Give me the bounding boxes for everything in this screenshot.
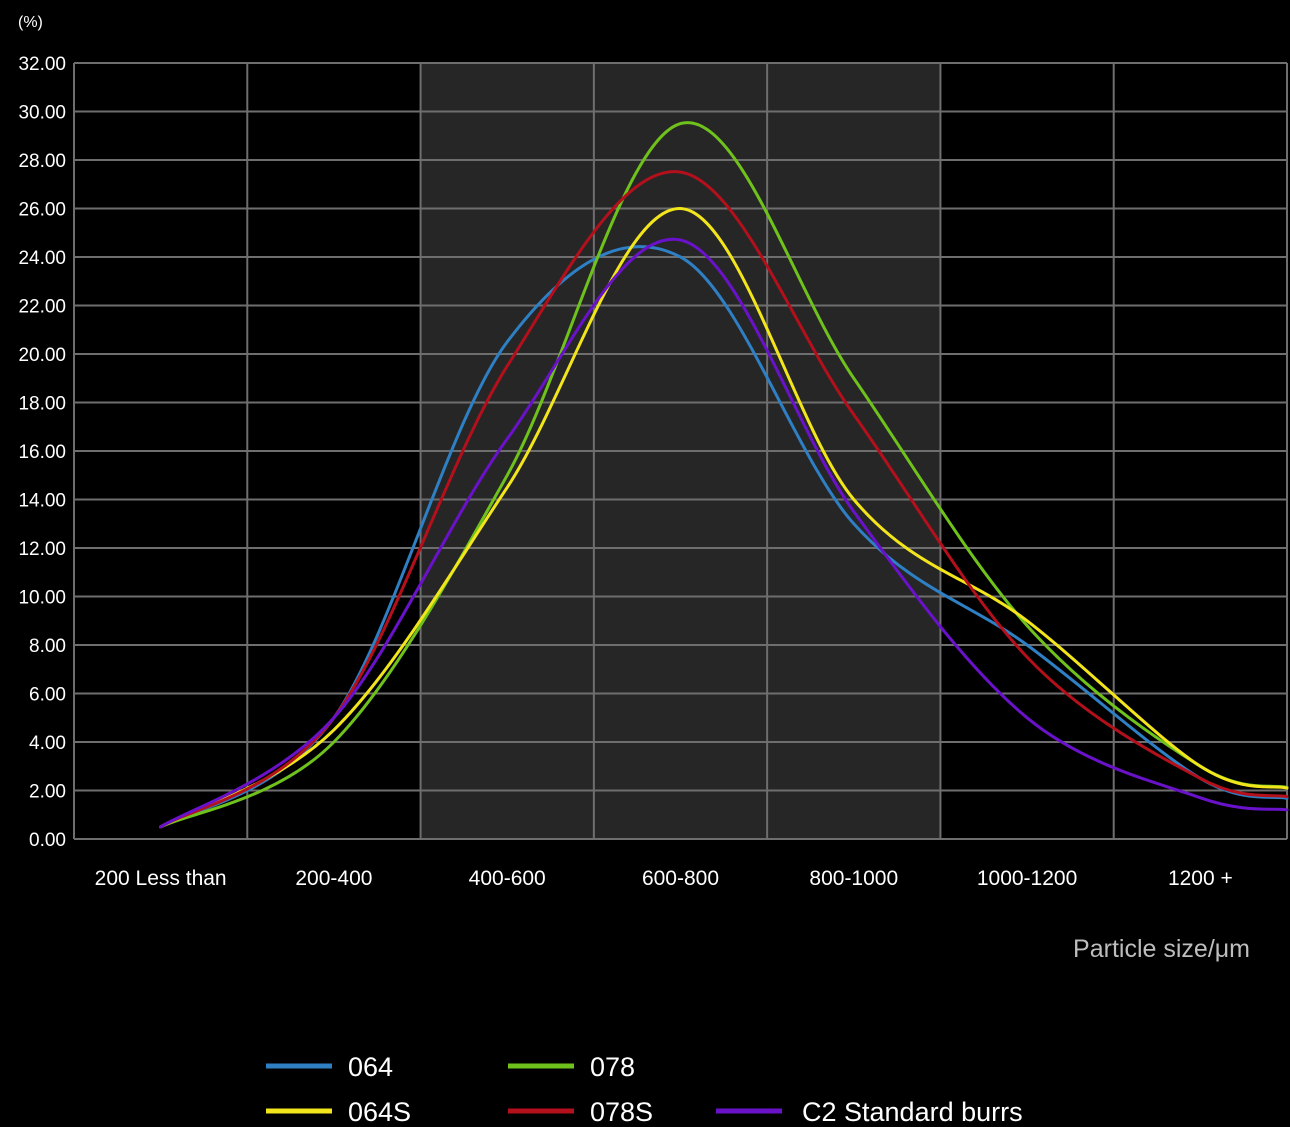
y-tick-label: 26.00 [18,200,66,221]
y-tick-label: 14.00 [18,491,66,512]
y-tick-label: 16.00 [18,442,66,463]
legend-label: 078 [590,1052,635,1082]
y-axis-ticks: 0.00 2.00 4.00 6.00 8.00 10.00 12.00 14.00 16.00… [18,54,66,851]
x-tick-label: 800-1000 [809,867,898,890]
legend: 064 078 064S 078S C2 Standard burrs [266,1052,1023,1127]
y-tick-label: 24.00 [18,248,66,269]
y-tick-label: 18.00 [18,394,66,415]
legend-label: 064S [348,1097,411,1127]
y-tick-label: 30.00 [18,103,66,124]
series-line-078 [159,121,1289,829]
legend-item: 064S [266,1097,411,1127]
x-tick-label: 200 Less than [95,867,227,890]
x-axis-title: Particle size/μm [1073,935,1250,963]
legend-item: C2 Standard burrs [716,1097,1023,1127]
y-tick-label: 28.00 [18,151,66,172]
legend-item: 078 [508,1052,635,1082]
series-lines [159,121,1289,829]
legend-label: 064 [348,1052,393,1082]
legend-item: 064 [266,1052,393,1082]
y-tick-label: 6.00 [29,685,66,706]
y-unit-label: (%) [18,14,43,31]
x-axis-ticks: 200 Less than 200-400 400-600 600-800 800-10… [95,867,1233,890]
series-line-c2-standard-burrs [159,237,1289,829]
series-line-078s [159,170,1289,829]
y-tick-label: 2.00 [29,782,66,803]
x-tick-label: 400-600 [469,867,546,890]
y-tick-label: 22.00 [18,297,66,318]
y-tick-label: 4.00 [29,733,66,754]
y-tick-label: 20.00 [18,345,66,366]
y-tick-label: 10.00 [18,588,66,609]
legend-label: C2 Standard burrs [802,1097,1023,1127]
y-tick-label: 8.00 [29,636,66,657]
series-line-064s [159,206,1289,829]
grid [73,62,1288,840]
x-tick-label: 1000-1200 [977,867,1077,890]
x-tick-label: 600-800 [642,867,719,890]
x-tick-label: 1200 + [1168,867,1233,890]
legend-label: 078S [590,1097,653,1127]
series-line-064 [159,245,1289,829]
y-tick-label: 32.00 [18,54,66,75]
y-tick-label: 12.00 [18,539,66,560]
x-tick-label: 200-400 [295,867,372,890]
legend-item: 078S [508,1097,653,1127]
y-tick-label: 0.00 [29,830,66,851]
